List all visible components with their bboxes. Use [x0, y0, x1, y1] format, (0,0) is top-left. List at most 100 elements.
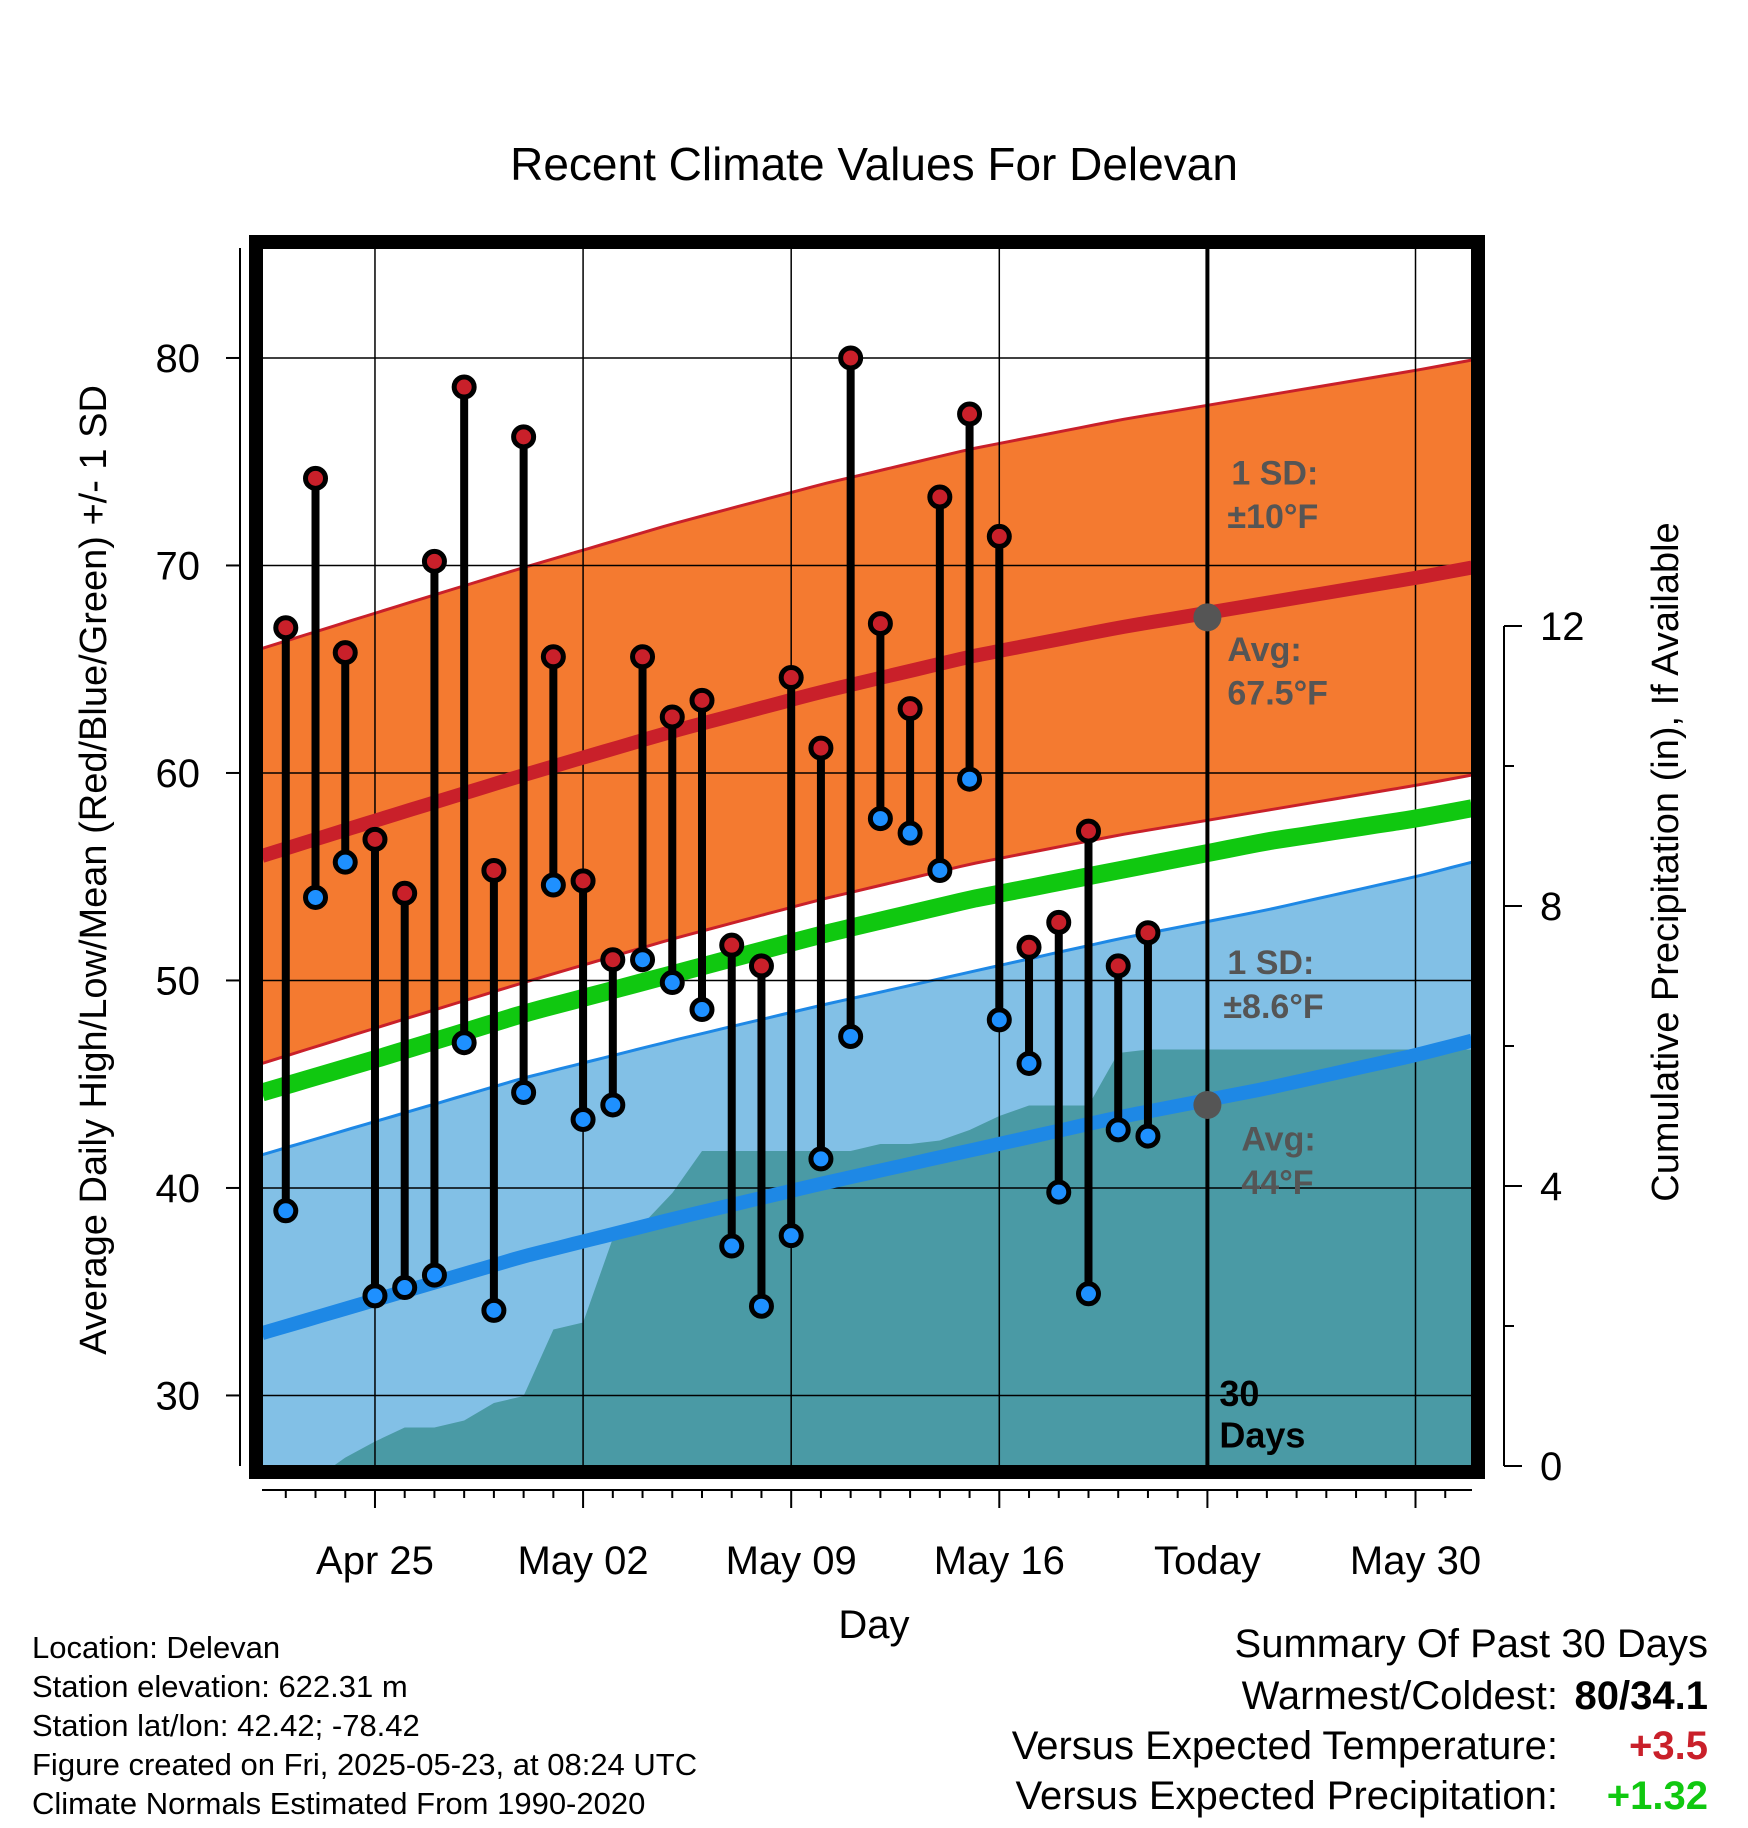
- plot-area: 1 SD: ±10°F Avg: 67.5°F 1 SD: ±8.6°F Avg: 44°F 3…: [262, 248, 1472, 1466]
- daily-low-point: [689, 997, 715, 1023]
- high-avg-value: 67.5°F: [1227, 674, 1328, 712]
- daily-high-point: [838, 345, 864, 371]
- daily-high-point: [659, 704, 685, 730]
- daily-high-point: [778, 665, 804, 691]
- daily-high-point: [362, 826, 388, 852]
- info-latlon: Station lat/lon: 42.42; -78.42: [32, 1708, 420, 1743]
- daily-high-point: [392, 880, 418, 906]
- y-tick-label: 40: [156, 1167, 201, 1211]
- normal-low-line: [262, 1033, 1472, 1340]
- daily-low-point: [808, 1146, 834, 1172]
- daily-low-point: [1135, 1123, 1161, 1149]
- today-count-number: 30: [1219, 1373, 1259, 1414]
- daily-low-point: [511, 1080, 537, 1106]
- daily-low-point: [630, 947, 656, 973]
- daily-high-point: [511, 424, 537, 450]
- daily-low-point: [362, 1283, 388, 1309]
- daily-low-point: [1075, 1281, 1101, 1307]
- daily-low-point: [957, 766, 983, 792]
- summary-temp-label: Versus Expected Temperature:: [1011, 1724, 1558, 1768]
- daily-high-point: [600, 947, 626, 973]
- y2-tick-label: 0: [1540, 1445, 1562, 1489]
- daily-high-point: [1105, 953, 1131, 979]
- daily-low-point: [273, 1198, 299, 1224]
- low-avg-label: Avg:: [1241, 1121, 1315, 1159]
- info-created: Figure created on Fri, 2025-05-23, at 08…: [32, 1747, 698, 1782]
- summary-precip-label: Versus Expected Precipitation:: [1015, 1774, 1558, 1818]
- y2-tick-label: 4: [1540, 1165, 1562, 1209]
- daily-high-point: [808, 735, 834, 761]
- daily-high-point: [927, 484, 953, 510]
- today-low-avg-point: [1193, 1090, 1222, 1119]
- cumulative-precip-area: [333, 1049, 1472, 1466]
- daily-high-point: [421, 548, 447, 574]
- x-tick-label: May 30: [1350, 1539, 1481, 1583]
- y-tick-label: 70: [156, 544, 201, 588]
- daily-high-point: [1075, 818, 1101, 844]
- daily-low-point: [867, 806, 893, 832]
- daily-low-point: [1016, 1050, 1042, 1076]
- daily-high-point: [332, 640, 358, 666]
- daily-high-point: [689, 687, 715, 713]
- y-tick-label: 60: [156, 752, 201, 796]
- daily-high-point: [1046, 909, 1072, 935]
- today-count-label: Days: [1219, 1414, 1305, 1455]
- summary-precip-row: Versus Expected Precipitation: +1.32: [1015, 1774, 1708, 1819]
- plot-frame: [249, 235, 1485, 1479]
- plot-clip-group: [262, 248, 1472, 1466]
- info-location: Location: Delevan: [32, 1630, 281, 1665]
- daily-high-point: [570, 868, 596, 894]
- low-band-upper-edge: [262, 860, 1472, 1157]
- daily-low-point: [540, 872, 566, 898]
- today-high-avg-point: [1193, 603, 1222, 632]
- daily-low-point: [778, 1223, 804, 1249]
- daily-low-point: [1105, 1117, 1131, 1143]
- daily-low-point: [303, 884, 329, 910]
- daily-low-point: [719, 1233, 745, 1259]
- y-tick-label: 30: [156, 1374, 201, 1418]
- daily-high-point: [1016, 934, 1042, 960]
- summary-warm-cold-value: 80/34.1: [1574, 1674, 1708, 1718]
- daily-high-point: [273, 615, 299, 641]
- daily-low-point: [392, 1275, 418, 1301]
- daily-high-point: [540, 644, 566, 670]
- info-elevation: Station elevation: 622.31 m: [32, 1669, 408, 1704]
- summary-precip-value: +1.32: [1606, 1774, 1708, 1818]
- daily-low-point: [421, 1262, 447, 1288]
- x-tick-label: Today: [1154, 1539, 1261, 1583]
- high-avg-label: Avg:: [1227, 631, 1301, 669]
- daily-low-point: [1046, 1179, 1072, 1205]
- daily-low-point: [570, 1106, 596, 1132]
- summary-temp-value: +3.5: [1629, 1724, 1708, 1768]
- summary-temp-row: Versus Expected Temperature: +3.5: [1012, 1724, 1708, 1769]
- y-axis-label: Average Daily High/Low/Mean (Red/Blue/Gr…: [73, 385, 115, 1355]
- high-sd-label: 1 SD:: [1231, 455, 1318, 493]
- x-axis-label: Day: [838, 1603, 909, 1647]
- daily-high-point: [303, 465, 329, 491]
- daily-low-point: [481, 1297, 507, 1323]
- daily-low-point: [451, 1030, 477, 1056]
- daily-low-point: [332, 849, 358, 875]
- daily-high-point: [630, 644, 656, 670]
- daily-low-point: [897, 820, 923, 846]
- axes: 30 40 50 60 70 80 0 4 8 12 Apr 25 May 02 May 09 May 1…: [156, 235, 1585, 1583]
- y2-tick-label: 8: [1540, 885, 1562, 929]
- daily-low-point: [748, 1293, 774, 1319]
- daily-high-point: [897, 696, 923, 722]
- daily-high-point: [986, 523, 1012, 549]
- daily-high-point: [748, 953, 774, 979]
- daily-high-point: [867, 611, 893, 637]
- daily-low-point: [600, 1092, 626, 1118]
- x-tick-label: Apr 25: [316, 1539, 434, 1583]
- summary-warm-cold-row: Warmest/Coldest: 80/34.1: [1242, 1674, 1708, 1719]
- y-tick-label: 80: [156, 337, 201, 381]
- x-tick-label: May 02: [517, 1539, 648, 1583]
- info-normals: Climate Normals Estimated From 1990-2020: [32, 1786, 646, 1821]
- daily-high-point: [1135, 920, 1161, 946]
- daily-high-point: [451, 374, 477, 400]
- low-sd-value: ±8.6°F: [1223, 988, 1323, 1026]
- x-tick-label: May 16: [934, 1539, 1065, 1583]
- low-avg-value: 44°F: [1241, 1164, 1313, 1202]
- y2-axis-label: Cumulative Precipitation (in), If Availa…: [1645, 522, 1687, 1201]
